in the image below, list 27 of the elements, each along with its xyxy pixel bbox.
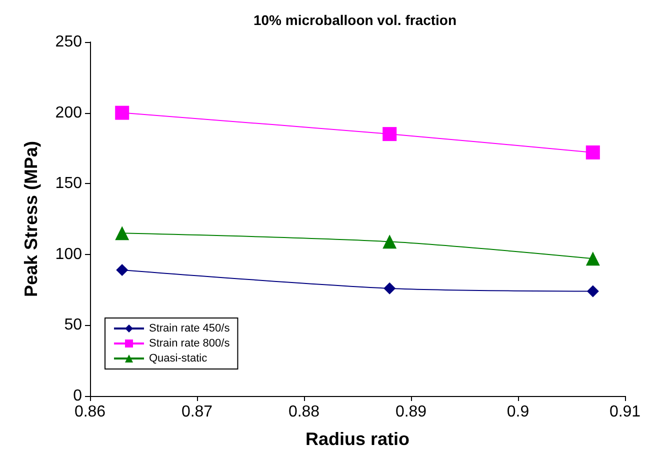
point bbox=[586, 252, 600, 266]
x-axis-title: Radius ratio bbox=[305, 429, 410, 449]
point bbox=[586, 145, 600, 160]
legend-label: Quasi-static bbox=[149, 352, 208, 364]
x-tick-label: 0.91 bbox=[609, 404, 641, 420]
legend-label: Strain rate 450/s bbox=[149, 322, 230, 334]
point bbox=[116, 264, 128, 276]
y-axis-title: Peak Stress (MPa) bbox=[21, 140, 41, 298]
point bbox=[586, 285, 599, 298]
x-tick-label: 0.87 bbox=[181, 404, 213, 420]
point bbox=[382, 234, 397, 249]
x-tick-label: 0.9 bbox=[506, 404, 530, 420]
point bbox=[115, 106, 130, 120]
y-tick-label: 200 bbox=[55, 104, 82, 122]
x-tick-label: 0.86 bbox=[74, 404, 106, 420]
point bbox=[115, 226, 130, 240]
point bbox=[384, 282, 396, 294]
y-tick-label: 250 bbox=[55, 34, 82, 50]
y-tick-label: 0 bbox=[73, 388, 82, 404]
y-tick-label: 50 bbox=[64, 316, 82, 334]
y-tick-label: 150 bbox=[55, 175, 82, 192]
chart-title: 10% microballoon vol. fraction bbox=[253, 12, 457, 28]
x-tick-label: 0.89 bbox=[395, 404, 427, 420]
x-tick-label: 0.88 bbox=[288, 404, 320, 420]
y-tick-label: 100 bbox=[55, 246, 82, 263]
point bbox=[382, 127, 397, 142]
legend-label: Strain rate 800/s bbox=[149, 338, 230, 350]
